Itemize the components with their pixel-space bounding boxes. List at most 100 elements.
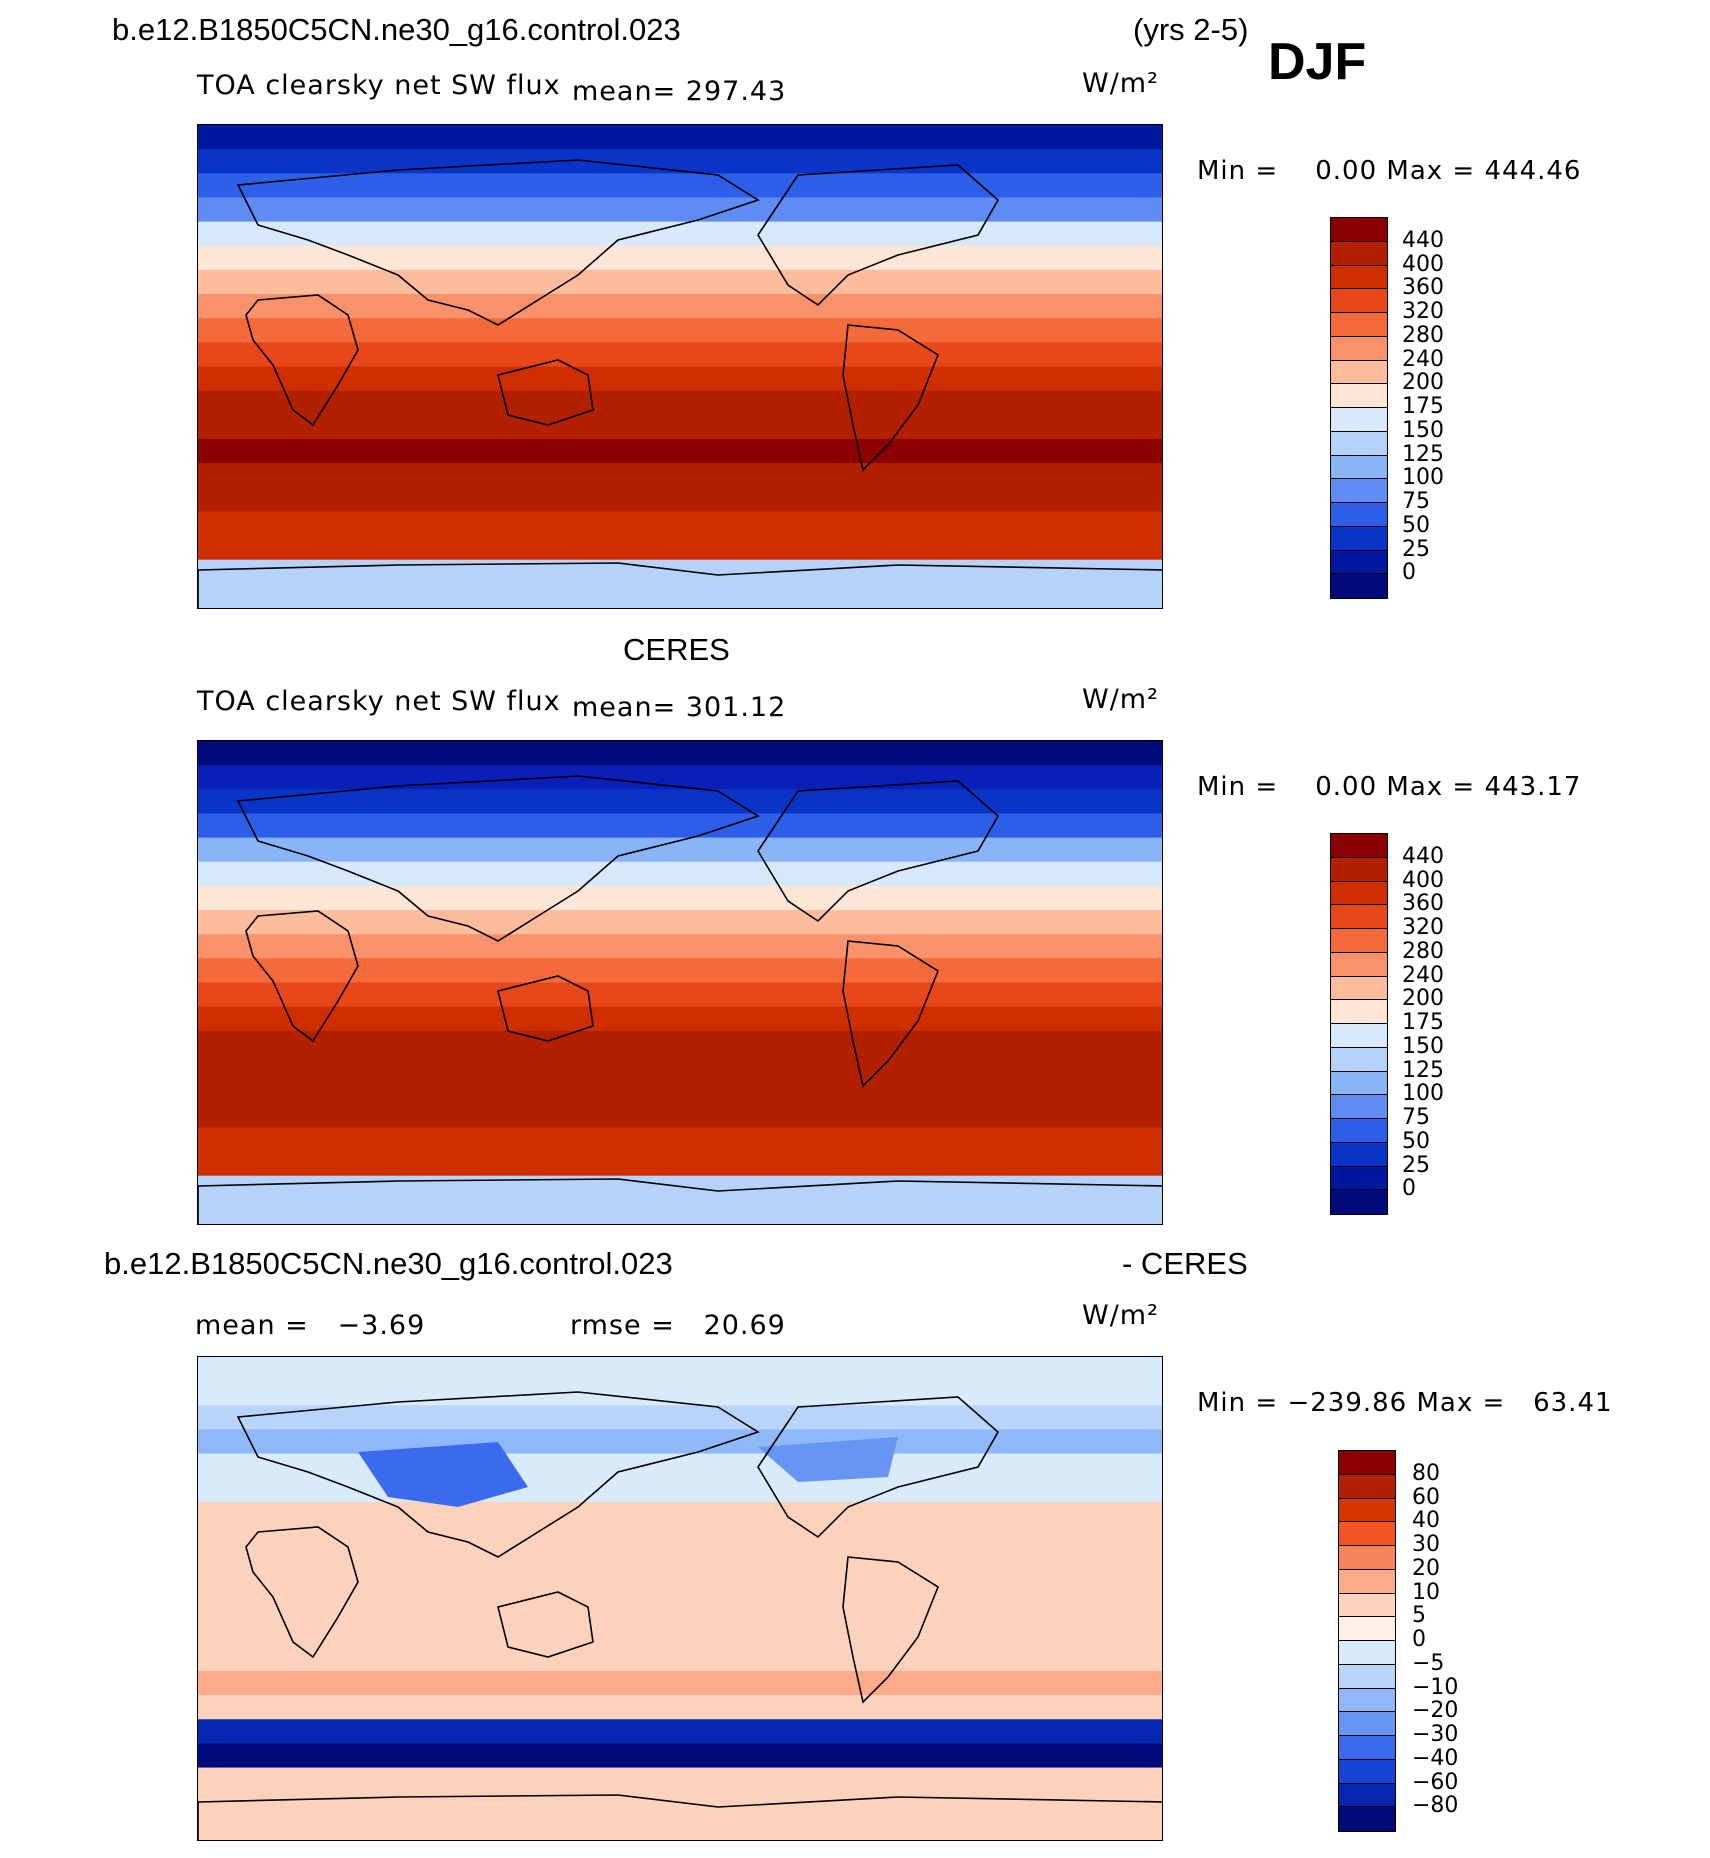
- colorbar-swatch: [1331, 929, 1387, 953]
- colorbar-tick-label: 150: [1402, 1033, 1444, 1059]
- contour-band: [198, 583, 1162, 608]
- colorbar-tick-label: 10: [1412, 1579, 1440, 1605]
- contour-band: [198, 910, 1162, 936]
- model-map: [197, 124, 1163, 609]
- colorbar-swatch: [1331, 265, 1387, 290]
- coastline: [757, 780, 1000, 923]
- colorbar-swatch: [1339, 1736, 1395, 1760]
- difference-map: [197, 1356, 1163, 1841]
- colorbar-swatch: [1331, 431, 1387, 456]
- contour-band: [198, 511, 1162, 537]
- contour-band: [198, 366, 1162, 392]
- colorbar-swatch: [1331, 1119, 1387, 1143]
- coastline: [497, 359, 594, 426]
- coastline: [497, 1591, 594, 1658]
- contour-band: [198, 318, 1162, 344]
- colorbar-swatch: [1331, 905, 1387, 929]
- colorbar-tick-label: 175: [1402, 1010, 1444, 1035]
- colorbar-tick-label: 240: [1402, 346, 1444, 372]
- coastline: [842, 940, 939, 1088]
- colorbar-tick-label: 100: [1402, 1081, 1444, 1107]
- contour-band: [198, 197, 1162, 223]
- colorbar-swatch: [1331, 1142, 1387, 1167]
- colorbar-tick-label: 400: [1402, 251, 1444, 277]
- colorbar-swatch: [1331, 313, 1387, 337]
- panel1-variable: TOA clearsky net SW flux: [197, 70, 561, 101]
- obs-colorbar: [1330, 833, 1388, 1215]
- contour-band: [198, 1127, 1162, 1153]
- contour-band: [198, 741, 1162, 767]
- colorbar-swatch: [1331, 479, 1387, 503]
- contour-band: [198, 1175, 1162, 1201]
- colorbar-tick-label: −10: [1412, 1674, 1459, 1700]
- coastline: [842, 1556, 939, 1704]
- contour-band: [198, 1357, 1162, 1383]
- colorbar-tick-label: 440: [1402, 227, 1444, 253]
- season-label: DJF: [1268, 33, 1367, 91]
- contour-band: [198, 294, 1162, 320]
- contour-band: [198, 559, 1162, 585]
- colorbar-tick-label: −40: [1412, 1745, 1459, 1771]
- difference-colorbar: [1338, 1450, 1396, 1832]
- contour-band: [198, 173, 1162, 199]
- panel3-title-right: - CERES: [1122, 1246, 1248, 1281]
- colorbar-swatch: [1331, 881, 1387, 906]
- colorbar-tick-label: 125: [1402, 441, 1444, 467]
- colorbar-swatch: [1331, 241, 1387, 266]
- contour-band: [198, 1405, 1162, 1431]
- contour-band: [198, 438, 1162, 465]
- contour-band: [198, 149, 1162, 175]
- years-label: (yrs 2-5): [1133, 12, 1249, 47]
- colorbar-swatch: [1339, 1688, 1395, 1713]
- contour-band: [198, 1199, 1162, 1224]
- coastline: [198, 1794, 1162, 1840]
- contour-band: [198, 1574, 1162, 1600]
- colorbar-swatch: [1331, 1047, 1387, 1072]
- colorbar-swatch: [1339, 1641, 1395, 1665]
- contour-band: [198, 1054, 1162, 1081]
- coastline: [757, 164, 1000, 307]
- colorbar-tick-label: 360: [1402, 891, 1444, 917]
- colorbar-tick-label: 400: [1402, 867, 1444, 893]
- contour-band: [198, 1151, 1162, 1177]
- colorbar-tick-label: −60: [1412, 1769, 1459, 1795]
- contour-band: [198, 837, 1162, 863]
- colorbar-swatch: [1331, 408, 1387, 432]
- contour-band: [198, 765, 1162, 791]
- colorbar-tick-label: 150: [1402, 417, 1444, 443]
- contour-band: [198, 487, 1162, 513]
- colorbar-tick-label: 20: [1412, 1555, 1440, 1581]
- colorbar-swatch: [1331, 289, 1387, 313]
- colorbar-swatch: [1331, 503, 1387, 527]
- coastline: [245, 294, 359, 427]
- anomaly-region: [358, 1442, 528, 1507]
- panel2-minmax: Min = 0.00 Max = 443.17: [1197, 772, 1582, 802]
- colorbar-swatch: [1331, 574, 1387, 598]
- coastline: [236, 1391, 760, 1558]
- colorbar-swatch: [1331, 976, 1387, 1001]
- panel1-mean: mean= 297.43: [572, 76, 787, 107]
- contour-band: [198, 1079, 1162, 1105]
- contour-band: [198, 1598, 1162, 1624]
- panel3-rmse: rmse = 20.69: [570, 1310, 786, 1341]
- anomaly-region: [758, 1437, 898, 1482]
- panel2-title: CERES: [623, 632, 730, 667]
- colorbar-swatch: [1331, 1024, 1387, 1048]
- coastline: [236, 775, 760, 942]
- colorbar-tick-label: 5: [1412, 1603, 1426, 1629]
- colorbar-tick-label: 0: [1402, 560, 1416, 586]
- contour-band: [198, 1646, 1162, 1672]
- coastline: [245, 910, 359, 1043]
- difference-colorbar-labels: 80 60 40 30 20 10 5 0 −5 −10 −20 −30 −40 −60 −80: [1412, 1450, 1502, 1832]
- colorbar-swatch: [1331, 526, 1387, 551]
- colorbar-swatch: [1331, 384, 1387, 408]
- colorbar-tick-label: 125: [1402, 1057, 1444, 1083]
- colorbar-tick-label: −20: [1412, 1698, 1459, 1724]
- contour-band: [198, 414, 1162, 440]
- colorbar-tick-label: 280: [1402, 938, 1444, 964]
- colorbar-tick-label: 240: [1402, 962, 1444, 988]
- contour-band: [198, 1006, 1162, 1032]
- contour-band: [198, 1622, 1162, 1648]
- colorbar-swatch: [1339, 1569, 1395, 1594]
- contour-band: [198, 1550, 1162, 1576]
